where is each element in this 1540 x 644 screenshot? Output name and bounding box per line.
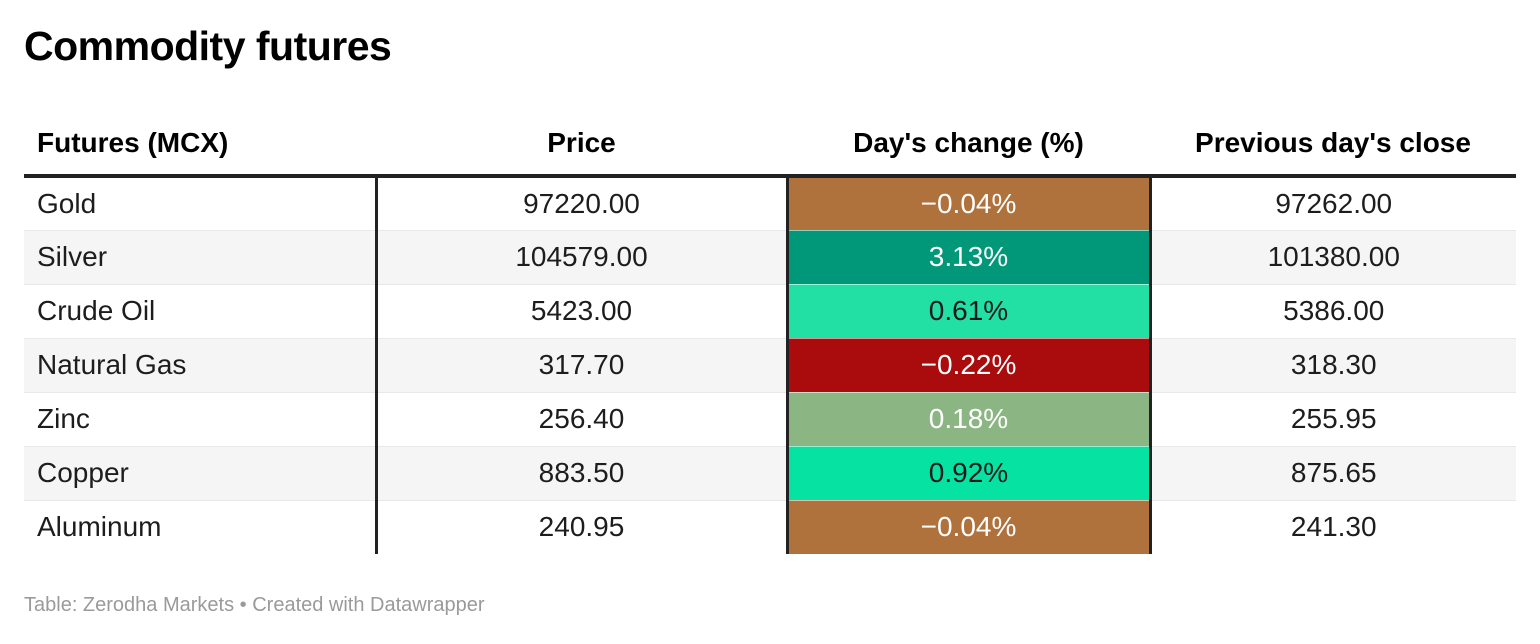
- prev-close-value: 241.30: [1150, 499, 1516, 554]
- prev-close-value: 5386.00: [1150, 283, 1516, 338]
- days-change-cell: −0.04%: [785, 176, 1152, 230]
- futures-name: Silver: [24, 229, 378, 284]
- table-row-copper: Copper 883.50 0.92% 875.65: [24, 445, 1516, 500]
- column-header-futures: Futures (MCX): [24, 70, 376, 178]
- page-title: Commodity futures: [24, 23, 392, 69]
- price-value: 240.95: [376, 499, 787, 554]
- futures-name: Gold: [24, 176, 378, 230]
- page: Commodity futures Futures (MCX) Price Da…: [0, 22, 1540, 618]
- price-value: 5423.00: [376, 283, 787, 338]
- column-header-price: Price: [376, 70, 787, 178]
- prev-close-value: 101380.00: [1150, 229, 1516, 284]
- days-change-cell: 3.13%: [785, 229, 1152, 284]
- header-row: Futures (MCX) Price Day's change (%) Pre…: [24, 70, 1516, 178]
- price-value: 104579.00: [376, 229, 787, 284]
- table-row-silver: Silver 104579.00 3.13% 101380.00: [24, 229, 1516, 284]
- futures-name: Zinc: [24, 391, 378, 446]
- prev-close-value: 875.65: [1150, 445, 1516, 500]
- table-row-zinc: Zinc 256.40 0.18% 255.95: [24, 391, 1516, 446]
- price-value: 883.50: [376, 445, 787, 500]
- table-row-gold: Gold 97220.00 −0.04% 97262.00: [24, 176, 1516, 230]
- days-change-cell: 0.61%: [785, 283, 1152, 338]
- futures-name: Copper: [24, 445, 378, 500]
- days-change-cell: −0.04%: [785, 499, 1152, 554]
- prev-close-value: 97262.00: [1275, 187, 1393, 219]
- column-header-days-change: Day's change (%): [787, 70, 1150, 178]
- futures-name: Aluminum: [24, 499, 378, 554]
- prev-close-value: 255.95: [1150, 391, 1516, 446]
- price-value: 256.40: [376, 391, 787, 446]
- days-change-cell: 0.92%: [785, 445, 1152, 500]
- table-row-natural-gas: Natural Gas 317.70 −0.22% 318.30: [24, 337, 1516, 392]
- source-attribution: Table: Zerodha Markets • Created with Da…: [24, 594, 485, 616]
- futures-name: Natural Gas: [24, 337, 378, 392]
- prev-close-value: 318.30: [1150, 337, 1516, 392]
- price-value: 317.70: [376, 337, 787, 392]
- table-row-crude-oil: Crude Oil 5423.00 0.61% 5386.00: [24, 283, 1516, 338]
- futures-name: Crude Oil: [24, 283, 378, 338]
- table-row-aluminum: Aluminum 240.95 −0.04% 241.30: [24, 499, 1516, 554]
- price-value: 97220.00: [523, 187, 640, 219]
- days-change-cell: −0.22%: [785, 337, 1152, 392]
- column-header-prev-close: Previous day's close: [1150, 70, 1516, 178]
- commodity-futures-table: Futures (MCX) Price Day's change (%) Pre…: [24, 70, 1516, 554]
- days-change-cell: 0.18%: [785, 391, 1152, 446]
